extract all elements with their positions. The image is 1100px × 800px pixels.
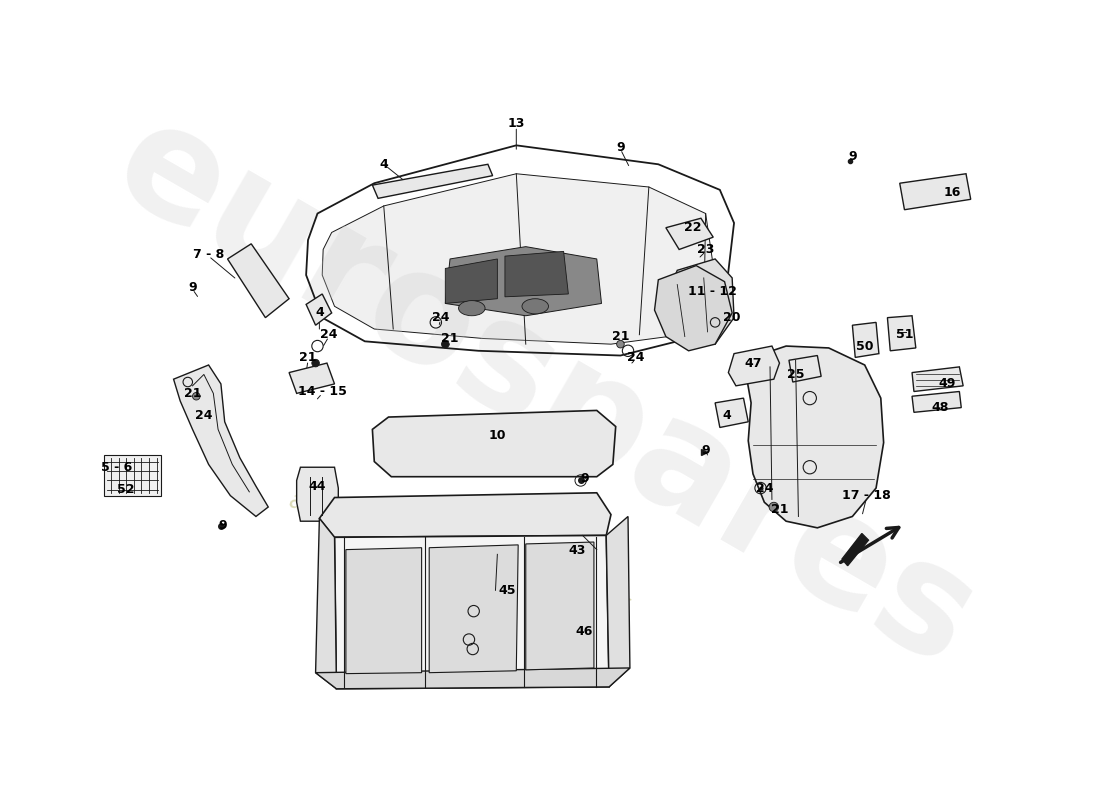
Polygon shape xyxy=(744,346,883,528)
Polygon shape xyxy=(446,259,497,303)
Text: 9: 9 xyxy=(580,472,588,485)
Text: 22: 22 xyxy=(683,222,701,234)
Polygon shape xyxy=(842,534,869,566)
Polygon shape xyxy=(789,355,821,382)
Polygon shape xyxy=(297,467,339,522)
Text: 50: 50 xyxy=(856,339,873,353)
Polygon shape xyxy=(446,246,602,316)
Text: 21: 21 xyxy=(299,351,317,364)
Text: eurospares: eurospares xyxy=(89,87,1000,699)
Polygon shape xyxy=(666,218,713,250)
Polygon shape xyxy=(319,493,610,538)
Circle shape xyxy=(192,393,200,400)
Text: 48: 48 xyxy=(932,401,949,414)
Text: 17 - 18: 17 - 18 xyxy=(843,489,891,502)
Polygon shape xyxy=(670,259,734,344)
Text: 4: 4 xyxy=(722,409,730,422)
Circle shape xyxy=(441,340,449,348)
Text: 9: 9 xyxy=(219,519,227,533)
Polygon shape xyxy=(888,316,916,350)
Text: 24: 24 xyxy=(756,482,773,494)
Polygon shape xyxy=(912,391,961,412)
Polygon shape xyxy=(654,266,733,350)
Text: 24: 24 xyxy=(627,351,645,364)
Text: 13: 13 xyxy=(507,117,525,130)
Polygon shape xyxy=(429,545,518,673)
Text: 5 - 6: 5 - 6 xyxy=(101,461,132,474)
Text: 16: 16 xyxy=(943,186,960,199)
Text: 21: 21 xyxy=(184,387,201,400)
Text: 49: 49 xyxy=(938,378,956,390)
Polygon shape xyxy=(912,367,964,391)
Text: a passion for parts since 1965: a passion for parts since 1965 xyxy=(286,488,632,621)
Text: 21: 21 xyxy=(612,330,629,343)
Polygon shape xyxy=(728,346,780,386)
Polygon shape xyxy=(104,455,162,496)
Text: 24: 24 xyxy=(432,311,449,324)
Text: 43: 43 xyxy=(569,544,585,557)
Text: 20: 20 xyxy=(724,311,741,324)
Polygon shape xyxy=(715,398,748,427)
Polygon shape xyxy=(316,668,630,689)
Polygon shape xyxy=(505,251,569,297)
Text: 51: 51 xyxy=(895,328,913,341)
Text: 25: 25 xyxy=(786,368,804,381)
Text: 45: 45 xyxy=(498,584,516,597)
Text: 4: 4 xyxy=(379,158,388,170)
Polygon shape xyxy=(228,244,289,318)
Text: 14 - 15: 14 - 15 xyxy=(298,385,346,398)
Circle shape xyxy=(617,340,624,348)
Polygon shape xyxy=(289,363,334,394)
Polygon shape xyxy=(900,174,970,210)
Polygon shape xyxy=(316,518,337,689)
Text: 7 - 8: 7 - 8 xyxy=(192,248,224,261)
Polygon shape xyxy=(306,294,332,326)
Polygon shape xyxy=(373,164,493,198)
Circle shape xyxy=(311,359,319,367)
Text: 10: 10 xyxy=(488,430,506,442)
Text: 9: 9 xyxy=(616,141,625,154)
Text: 21: 21 xyxy=(441,332,459,345)
Text: 47: 47 xyxy=(745,357,761,370)
Text: 9: 9 xyxy=(702,444,710,457)
Polygon shape xyxy=(174,365,268,517)
Text: 24: 24 xyxy=(195,409,212,422)
Ellipse shape xyxy=(459,301,485,316)
Polygon shape xyxy=(852,322,879,358)
Text: 4: 4 xyxy=(315,306,323,319)
Text: 44: 44 xyxy=(309,480,327,493)
Text: 23: 23 xyxy=(697,243,714,256)
Polygon shape xyxy=(322,174,713,344)
Text: 11 - 12: 11 - 12 xyxy=(688,285,737,298)
Text: 24: 24 xyxy=(320,328,338,341)
Polygon shape xyxy=(334,535,609,689)
Polygon shape xyxy=(345,548,421,674)
Ellipse shape xyxy=(522,298,549,314)
Text: 46: 46 xyxy=(575,626,593,638)
Polygon shape xyxy=(606,517,630,687)
Polygon shape xyxy=(526,542,594,670)
Circle shape xyxy=(769,502,779,512)
Text: 9: 9 xyxy=(848,150,857,163)
Text: 9: 9 xyxy=(188,281,197,294)
Polygon shape xyxy=(373,410,616,477)
Text: 21: 21 xyxy=(771,503,789,516)
Text: 52: 52 xyxy=(118,483,135,497)
